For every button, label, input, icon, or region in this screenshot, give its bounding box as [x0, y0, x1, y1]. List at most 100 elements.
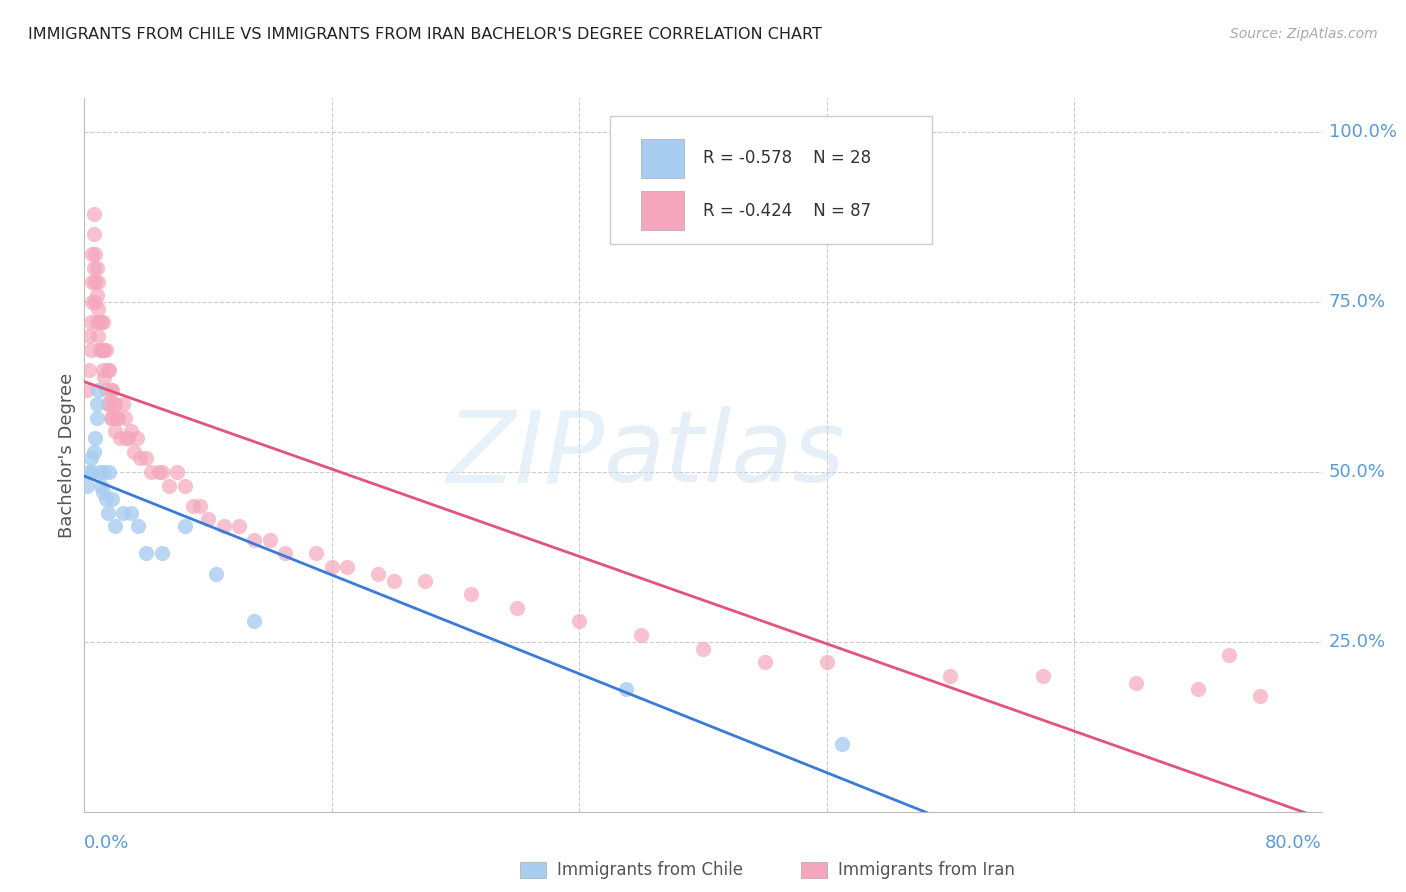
- FancyBboxPatch shape: [610, 116, 932, 244]
- Point: [86, 288, 108, 302]
- Point: [243, 615, 266, 629]
- Point: [77, 363, 100, 377]
- Point: [243, 533, 266, 547]
- Point: [98, 363, 121, 377]
- Point: [96, 363, 118, 377]
- Point: [150, 465, 173, 479]
- Point: [274, 546, 297, 560]
- Point: [104, 519, 127, 533]
- Point: [93, 343, 115, 357]
- Point: [159, 478, 180, 492]
- Point: [188, 499, 211, 513]
- Point: [150, 546, 173, 560]
- Point: [82, 275, 104, 289]
- Point: [228, 519, 250, 533]
- Point: [1218, 648, 1240, 663]
- Point: [117, 431, 139, 445]
- Point: [174, 478, 197, 492]
- FancyBboxPatch shape: [641, 139, 685, 178]
- Point: [125, 431, 148, 445]
- Point: [83, 207, 105, 221]
- Point: [382, 574, 405, 588]
- Point: [91, 315, 114, 329]
- Point: [90, 343, 112, 357]
- Point: [120, 506, 142, 520]
- Point: [630, 628, 652, 642]
- Point: [367, 566, 389, 581]
- Point: [1032, 669, 1054, 683]
- Point: [77, 329, 100, 343]
- Point: [77, 465, 100, 479]
- Text: R = -0.578    N = 28: R = -0.578 N = 28: [703, 149, 872, 168]
- Point: [82, 247, 104, 261]
- Point: [321, 560, 343, 574]
- Point: [89, 465, 111, 479]
- Point: [460, 587, 482, 601]
- Point: [98, 465, 121, 479]
- Point: [127, 519, 149, 533]
- Point: [90, 315, 112, 329]
- Point: [148, 465, 170, 479]
- Point: [181, 499, 204, 513]
- Point: [86, 397, 108, 411]
- Point: [212, 519, 235, 533]
- Point: [104, 424, 127, 438]
- Point: [89, 343, 111, 357]
- Point: [82, 295, 104, 310]
- Point: [259, 533, 281, 547]
- Point: [135, 451, 157, 466]
- Point: [83, 260, 105, 275]
- Point: [83, 227, 105, 241]
- Point: [120, 424, 142, 438]
- Point: [91, 485, 114, 500]
- Point: [939, 669, 962, 683]
- Point: [84, 275, 107, 289]
- Text: Immigrants from Chile: Immigrants from Chile: [557, 861, 742, 879]
- Text: 25.0%: 25.0%: [1329, 632, 1386, 651]
- Point: [112, 506, 135, 520]
- Point: [94, 384, 117, 398]
- Point: [692, 641, 714, 656]
- Text: atlas: atlas: [605, 407, 845, 503]
- Text: IMMIGRANTS FROM CHILE VS IMMIGRANTS FROM IRAN BACHELOR'S DEGREE CORRELATION CHAR: IMMIGRANTS FROM CHILE VS IMMIGRANTS FROM…: [28, 27, 823, 42]
- Point: [94, 492, 117, 507]
- Point: [197, 512, 219, 526]
- Point: [86, 315, 108, 329]
- Point: [413, 574, 436, 588]
- Text: 50.0%: 50.0%: [1329, 463, 1385, 481]
- Point: [166, 465, 188, 479]
- Point: [91, 363, 114, 377]
- FancyBboxPatch shape: [641, 191, 685, 230]
- Point: [205, 566, 228, 581]
- Text: R = -0.424    N = 87: R = -0.424 N = 87: [703, 202, 872, 219]
- Point: [89, 315, 111, 329]
- Point: [91, 343, 114, 357]
- Point: [84, 295, 107, 310]
- Point: [87, 384, 110, 398]
- Point: [831, 737, 853, 751]
- Point: [90, 478, 112, 492]
- Text: ZIP: ZIP: [446, 407, 605, 503]
- Point: [139, 465, 162, 479]
- Point: [135, 546, 157, 560]
- Point: [107, 410, 129, 425]
- Point: [101, 492, 124, 507]
- Point: [1125, 675, 1147, 690]
- Point: [108, 431, 131, 445]
- Text: 75.0%: 75.0%: [1329, 293, 1386, 311]
- Point: [87, 275, 110, 289]
- Point: [94, 343, 117, 357]
- Point: [506, 600, 529, 615]
- Point: [115, 431, 138, 445]
- Point: [174, 519, 197, 533]
- Point: [754, 655, 776, 669]
- Point: [103, 397, 125, 411]
- Point: [83, 444, 105, 458]
- Point: [93, 465, 115, 479]
- Point: [104, 397, 127, 411]
- Point: [79, 315, 101, 329]
- Point: [79, 451, 101, 466]
- Point: [1187, 682, 1209, 697]
- Point: [84, 247, 107, 261]
- Point: [98, 397, 121, 411]
